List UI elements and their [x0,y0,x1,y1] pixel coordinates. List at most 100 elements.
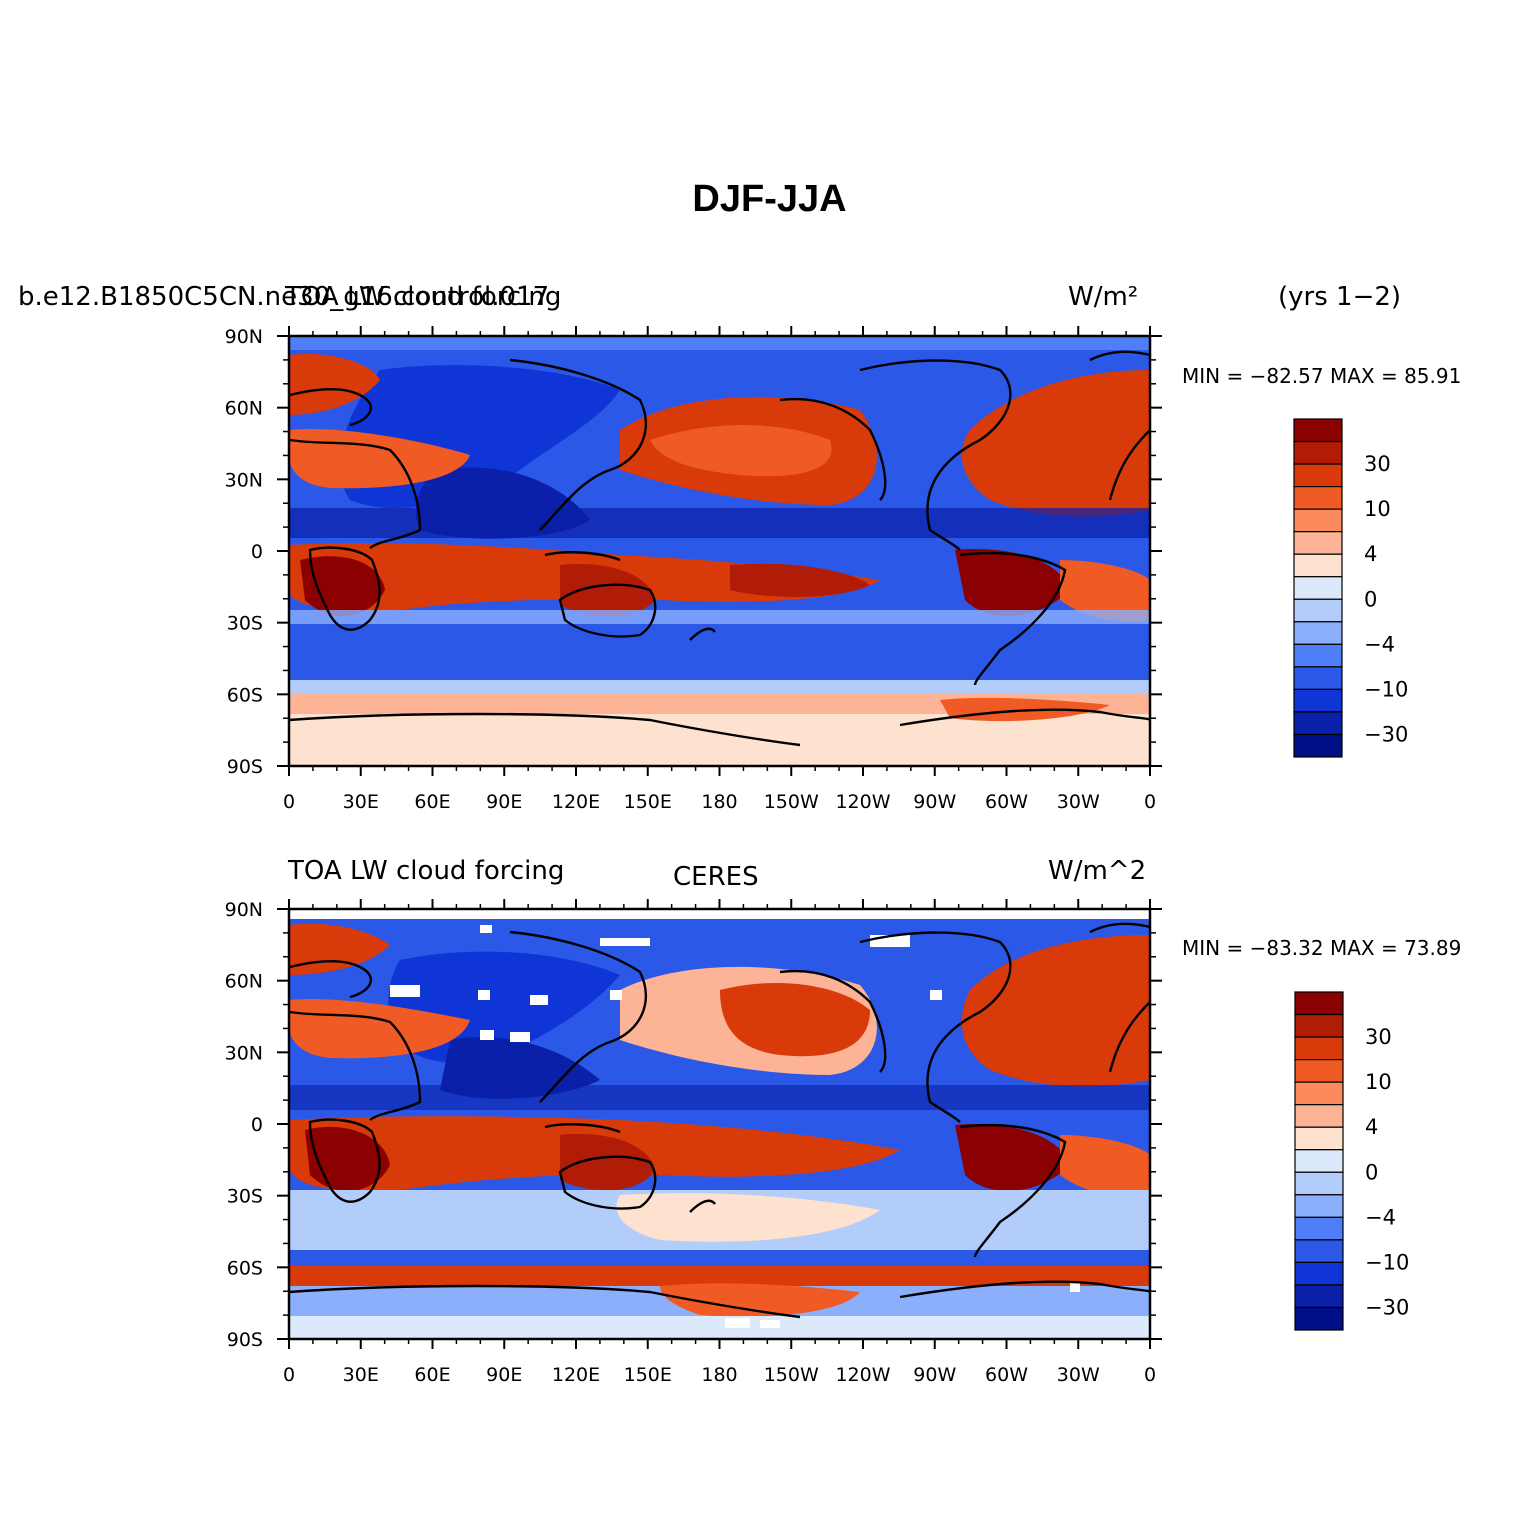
colorbar-label: 30 [1365,1025,1392,1049]
colorbar-swatch [1293,418,1343,443]
lon-tick-label: 0 [283,791,295,813]
lon-tick-label: 90W [913,1364,956,1386]
southern-africa-max [305,1126,390,1192]
obs-dataset-label: CERES [673,862,759,892]
colorbar-label: 10 [1364,497,1391,521]
colorbar-swatch [1293,666,1343,690]
colorbar-swatch [1293,598,1343,623]
subtropical-blue-band [289,1085,1150,1110]
lon-tick-label: 60E [414,1364,450,1386]
colorbar-label: −10 [1365,1250,1409,1274]
colorbar-swatch [1293,576,1343,600]
north-atlantic-warm-west [289,353,380,415]
colorbar-label: 0 [1364,587,1377,611]
subtropical-blue-band [289,508,1150,538]
lat-tick-label: 90N [225,899,263,921]
lon-tick-label: 60W [985,1364,1028,1386]
colorbar-swatch [1293,643,1343,668]
lon-tick-label: 90W [913,791,956,813]
australia-warm [560,1134,655,1191]
lon-tick-label: 0 [283,1364,295,1386]
south-pacific-light [616,1193,880,1242]
min-max-stats: MIN = −82.57 MAX = 85.91 [1182,364,1462,388]
colorbar-label: −30 [1365,1295,1409,1319]
lon-tick-label: 150W [764,791,819,813]
lon-tick-label: 0 [1144,791,1156,813]
lon-tick-label: 60E [414,791,450,813]
coastlines [289,922,1150,1319]
colorbar-swatch [1294,1261,1344,1286]
colorbar-swatch [1294,1239,1344,1264]
colorbar-swatch [1294,1104,1344,1128]
colorbar-swatch [1294,991,1344,1016]
lon-tick-label: 90E [486,791,522,813]
colorbar-swatch [1293,440,1343,465]
min-max-stats: MIN = −83.32 MAX = 73.89 [1182,936,1462,960]
lat-tick-label: 60N [225,398,263,420]
arctic-band [289,336,1150,350]
colorbar-label: −30 [1364,722,1408,746]
lon-tick-label: 120W [835,791,890,813]
antarctic-coast-warm [289,694,1150,714]
lat-tick-label: 30N [225,469,263,491]
lon-tick-label: 60W [985,791,1028,813]
lon-tick-label: 150E [624,791,672,813]
coastlines [289,350,1150,747]
colorbar-swatch [1294,1284,1344,1309]
south-america-max [955,549,1070,617]
missing-data-band [289,909,1150,919]
lat-tick-label: 0 [251,1114,263,1136]
lat-tick-label: 60S [227,684,263,706]
model-colorbar: 30 10 4 0 −4 −10 −30 [1293,418,1408,758]
colorbar-label: 0 [1365,1160,1378,1184]
colorbar-swatch [1294,1126,1344,1151]
lon-tick-label: 180 [701,791,737,813]
lon-tick-label: 30W [1057,1364,1100,1386]
colorbar-swatch [1293,463,1343,488]
colorbar-swatch [1294,1194,1344,1218]
colorbar-swatch [1294,1306,1344,1331]
colorbar-swatch [1293,553,1343,578]
units-label: W/m² [1068,282,1139,312]
colorbar-swatch [1293,733,1343,758]
north-pacific-core [650,425,832,477]
colorbar-label: −4 [1365,1205,1396,1229]
southern-africa-max [300,556,385,617]
south-pacific-warm [730,563,870,597]
colorbar-swatch [1294,1216,1344,1241]
lat-tick-label: 60N [225,971,263,993]
lon-tick-label: 180 [701,1364,737,1386]
lat-tick-label: 30S [227,1186,263,1208]
colorbar-swatch [1294,1171,1344,1196]
antarctica-light [289,1316,1150,1339]
colorbar-swatch [1293,508,1343,533]
lon-tick-label: 120W [835,1364,890,1386]
southern-ocean-blue [289,640,1150,680]
colorbar-swatch [1294,1058,1344,1083]
colorbar-swatch [1294,1036,1344,1061]
south-atlantic-warm [1060,1135,1150,1197]
figure-title: DJF-JJA [692,178,847,220]
lon-tick-label: 150E [624,1364,672,1386]
australia-warm [560,564,655,616]
colorbar-swatch [1293,688,1343,713]
colorbar-label: 4 [1365,1115,1378,1139]
lat-tick-label: 90N [225,326,263,348]
south-atlantic-warm [1060,560,1150,622]
lat-tick-label: 0 [251,541,263,563]
colorbar-label: 30 [1364,452,1391,476]
lat-tick-label: 90S [227,756,263,778]
lon-tick-label: 90E [486,1364,522,1386]
colorbar-swatch [1294,1013,1344,1038]
model-map-axes: 0 30E 60E 90E 120E 150E 180 150W 120W 90W 60W 30W 09… [225,326,1162,813]
south-america-max [955,1124,1070,1192]
lat-tick-label: 30N [225,1042,263,1064]
colorbar-label: 4 [1364,542,1377,566]
model-map-panel [289,336,1150,766]
lon-tick-label: 150W [764,1364,819,1386]
obs-map-panel [289,909,1150,1339]
southern-ocean-blue [289,1250,1150,1266]
colorbar-swatch [1293,486,1343,510]
lon-tick-label: 0 [1144,1364,1156,1386]
